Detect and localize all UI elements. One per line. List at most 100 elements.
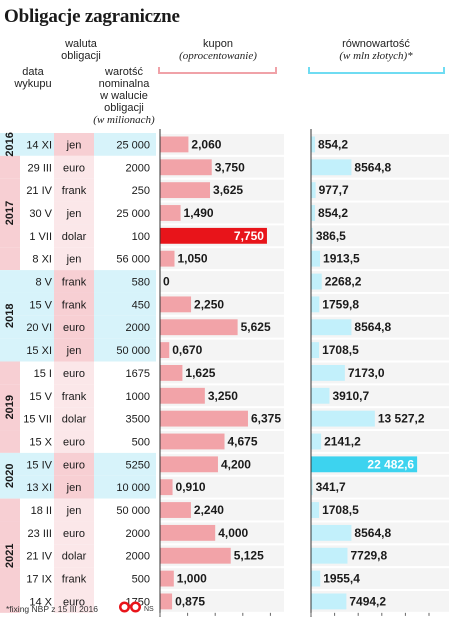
kupon-bar	[160, 570, 174, 587]
currency-cell-bg	[54, 544, 94, 568]
pln-row-bg	[311, 499, 449, 521]
date-cell-bg	[20, 384, 54, 408]
nominal-cell-bg	[94, 567, 156, 590]
table-cell-date: 29 III	[28, 162, 52, 174]
table-cell-nominal: 100	[132, 231, 150, 243]
table-cell-date: 8 V	[35, 277, 52, 289]
pln-label: 854,2	[318, 206, 348, 220]
nominal-cell-bg	[94, 224, 156, 248]
kupon-bar	[160, 387, 205, 404]
nominal-cell-bg	[94, 270, 156, 293]
year-label: 2021	[4, 543, 16, 567]
header-kupon: kupon (oprocentowanie)	[160, 38, 276, 62]
date-cell-bg	[20, 567, 54, 590]
date-cell-bg	[20, 201, 54, 225]
currency-cell-bg	[54, 178, 94, 202]
nominal-cell-bg	[94, 407, 156, 431]
kupon-row-bg	[160, 568, 284, 589]
kupon-label: 6,375	[251, 412, 281, 426]
nominal-cell-bg	[94, 521, 156, 545]
date-cell-bg	[20, 521, 54, 545]
pln-row-bg	[311, 339, 449, 361]
year-label: 2020	[4, 464, 16, 488]
currency-cell-bg	[54, 361, 94, 385]
table-cell-date: 15 IV	[26, 459, 52, 471]
pln-label: 22 482,6	[367, 457, 414, 471]
header-wartosc-line3: w walucie	[100, 90, 148, 102]
kupon-bar	[160, 296, 192, 313]
pln-label: 854,2	[318, 137, 348, 151]
table-cell-nominal: 50 000	[116, 505, 150, 517]
year-band	[0, 178, 20, 202]
table-cell-nominal: 500	[132, 574, 150, 586]
year-band	[0, 498, 20, 522]
currency-cell-bg	[54, 224, 94, 248]
kupon-row-bg	[160, 339, 284, 361]
kupon-bar	[160, 479, 173, 496]
year-band	[0, 590, 20, 613]
header-waluta: waluta obligacji	[52, 38, 110, 62]
header-wartosc-line4: obligacji	[104, 102, 144, 114]
table-cell-currency: dolar	[62, 414, 87, 426]
pln-row-bg	[311, 431, 449, 452]
date-cell-bg	[20, 270, 54, 293]
kupon-row-bg	[160, 202, 284, 224]
kupon-bar	[160, 433, 225, 450]
table-cell-currency: dolar	[62, 231, 87, 243]
table-cell-currency: frank	[62, 574, 87, 586]
currency-cell-bg	[54, 475, 94, 499]
table-cell-date: 15 I	[34, 368, 52, 380]
kupon-label: 7,750	[234, 229, 264, 243]
pln-bar	[311, 593, 347, 610]
date-cell-bg	[20, 361, 54, 385]
year-band	[0, 567, 20, 590]
date-cell-bg	[20, 544, 54, 568]
table-cell-currency: euro	[63, 528, 85, 540]
table-cell-nominal: 250	[132, 185, 150, 197]
table-cell-nominal: 1675	[126, 368, 150, 380]
pln-bar	[311, 342, 320, 358]
kupon-label: 3,750	[215, 160, 245, 174]
year-band	[0, 384, 20, 408]
table-cell-nominal: 56 000	[116, 254, 150, 266]
pln-bar	[311, 479, 313, 496]
pln-label: 1708,5	[322, 503, 359, 517]
table-cell-nominal: 2000	[126, 162, 150, 174]
credits: NS	[144, 606, 154, 613]
date-cell-bg	[20, 178, 54, 202]
table-cell-currency: frank	[62, 185, 87, 197]
table-cell-nominal: 10 000	[116, 482, 150, 494]
pln-row-bg	[311, 362, 449, 384]
table-cell-nominal: 2000	[126, 322, 150, 334]
date-cell-bg	[20, 452, 54, 476]
pln-label: 1759,8	[322, 297, 359, 311]
pln-bar	[311, 319, 352, 336]
kupon-label: 4,200	[221, 457, 251, 471]
year-band	[0, 544, 20, 568]
table-cell-currency: jen	[66, 482, 82, 494]
header-wartosc: warotść nominalna w walucie obligacji (w…	[92, 66, 156, 126]
pln-row-bg	[311, 568, 449, 589]
table-cell-nominal: 2000	[126, 528, 150, 540]
kupon-row-bg	[160, 134, 284, 155]
table-cell-date: 20 VI	[26, 322, 52, 334]
nominal-cell-bg	[94, 430, 156, 453]
currency-cell-bg	[54, 270, 94, 293]
table-cell-date: 15 VII	[23, 414, 52, 426]
page-title: Obligacje zagraniczne	[4, 6, 180, 27]
kupon-label: 3,250	[208, 389, 238, 403]
year-band	[0, 247, 20, 271]
kupon-bar	[160, 502, 191, 518]
pln-row-bg	[311, 225, 449, 247]
table-cell-date: 15 V	[29, 391, 52, 403]
year-label: 2017	[4, 201, 16, 225]
table-cell-currency: euro	[63, 162, 85, 174]
pln-bar	[311, 205, 316, 221]
currency-cell-bg	[54, 292, 94, 316]
nominal-cell-bg	[94, 133, 156, 156]
header-waluta-line2: obligacji	[61, 50, 101, 62]
kupon-bar	[160, 182, 211, 199]
header-wartosc-unit: (w milionach)	[93, 114, 155, 126]
date-cell-bg	[20, 133, 54, 156]
table-cell-date: 15 X	[29, 436, 52, 448]
